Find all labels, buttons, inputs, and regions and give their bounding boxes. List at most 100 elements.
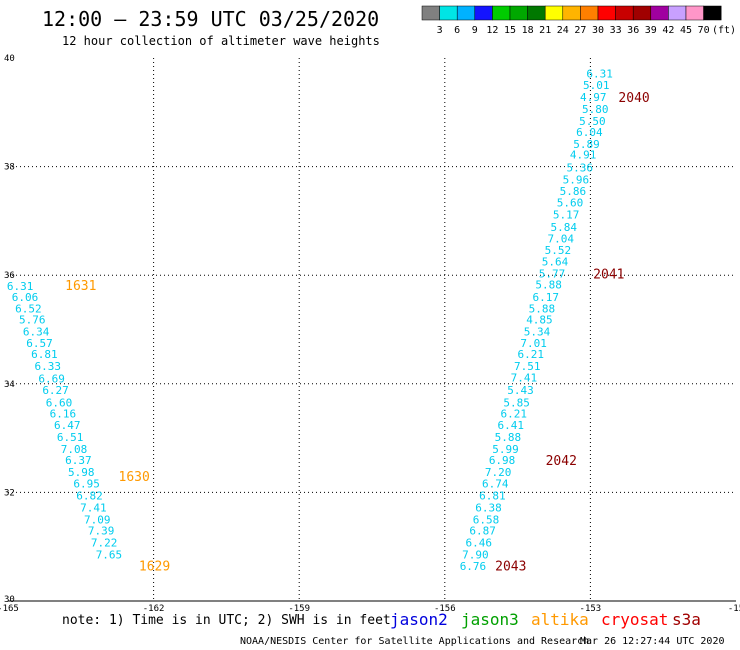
color-swatch-12 xyxy=(632,5,652,21)
wave-height-label: 5.17 xyxy=(553,208,580,221)
color-swatch-14 xyxy=(668,5,687,21)
color-scale-label: 3 xyxy=(437,25,443,36)
wave-height-label: 7.22 xyxy=(91,536,118,549)
wave-height-label: 5.43 xyxy=(507,384,534,397)
wave-height-label: 5.99 xyxy=(492,443,519,456)
color-scale-labels: 3 6 9 12 15 18 21 24 27 30 33 36 39 42 45 70 xyxy=(437,25,710,36)
pass-time-label: 2040 xyxy=(618,91,649,106)
chart-title: 12:00 — 23:59 UTC 03/25/2020 xyxy=(42,7,379,31)
color-scale-bar xyxy=(421,5,722,21)
wave-height-label: 4.97 xyxy=(580,91,607,104)
wave-height-label: 6.16 xyxy=(50,408,77,421)
x-tick-label: -156 xyxy=(434,604,456,614)
wave-height-label: 5.36 xyxy=(566,162,593,175)
wave-height-label: 5.88 xyxy=(535,278,562,291)
wave-height-label: 7.41 xyxy=(511,371,538,384)
wave-height-label: 6.74 xyxy=(482,478,509,491)
color-scale-label: 18 xyxy=(522,25,534,36)
color-swatch-6 xyxy=(527,5,546,21)
legend-jason3: jason3 xyxy=(461,610,519,629)
x-tick-labels: -165 -162 -159 -156 -153 -15 xyxy=(0,604,740,614)
data-labels: 6.316.066.525.766.346.576.816.336.696.27… xyxy=(7,68,613,574)
wave-height-label: 6.82 xyxy=(76,490,103,503)
wave-height-label: 5.64 xyxy=(542,256,569,269)
color-scale-unit: (ft) xyxy=(712,25,736,36)
wave-height-label: 6.57 xyxy=(26,337,53,350)
color-swatch-1 xyxy=(439,5,458,21)
wave-height-label: 7.65 xyxy=(96,548,123,561)
color-swatch-3 xyxy=(474,5,493,21)
color-scale-label: 21 xyxy=(539,25,551,36)
color-scale-label: 9 xyxy=(472,25,478,36)
pass-time-label: 1629 xyxy=(139,560,170,575)
wave-height-label: 6.27 xyxy=(42,384,69,397)
wave-height-label: 7.41 xyxy=(80,502,107,515)
wave-height-label: 4.85 xyxy=(526,314,553,327)
wave-height-label: 6.21 xyxy=(517,348,544,361)
wave-height-label: 5.80 xyxy=(582,103,609,116)
color-swatch-0 xyxy=(421,5,440,21)
color-swatch-2 xyxy=(456,5,476,21)
wave-height-label: 6.52 xyxy=(15,302,42,315)
color-scale-label: 42 xyxy=(662,25,674,36)
wave-height-label: 6.69 xyxy=(38,372,65,385)
y-tick-label: 30 xyxy=(4,595,15,605)
color-swatch-8 xyxy=(562,5,581,21)
wave-height-label: 6.31 xyxy=(7,280,34,293)
color-scale-label: 6 xyxy=(454,25,460,36)
color-scale-label: 15 xyxy=(504,25,516,36)
color-scale-label: 45 xyxy=(680,25,692,36)
legend-s3a: s3a xyxy=(672,610,701,629)
wave-height-label: 5.85 xyxy=(503,396,530,409)
wave-height-label: 5.96 xyxy=(563,174,590,187)
x-tick-label: -159 xyxy=(288,604,310,614)
wave-height-label: 5.52 xyxy=(545,244,572,257)
wave-height-label: 5.84 xyxy=(550,221,577,234)
wave-height-label: 6.47 xyxy=(54,419,81,432)
footer-timestamp: Mar 26 12:27:44 UTC 2020 xyxy=(580,636,725,647)
wave-height-label: 6.81 xyxy=(479,490,506,503)
wave-height-label: 7.90 xyxy=(462,548,489,561)
wave-height-label: 7.01 xyxy=(520,337,547,350)
color-swatch-13 xyxy=(650,5,669,21)
color-scale-label: 39 xyxy=(645,25,657,36)
pass-time-label: 1630 xyxy=(119,470,150,485)
wave-height-label: 6.33 xyxy=(35,360,62,373)
y-tick-label: 36 xyxy=(4,271,15,281)
color-scale-label: 30 xyxy=(592,25,604,36)
wave-height-label: 6.41 xyxy=(498,419,525,432)
pass-time-label: 2042 xyxy=(546,454,577,469)
color-scale-label: 70 xyxy=(698,25,710,36)
footer-note: note: 1) Time is in UTC; 2) SWH is in fe… xyxy=(62,613,391,628)
x-tick-label: -162 xyxy=(143,604,165,614)
wave-height-label: 6.58 xyxy=(473,514,500,527)
x-tick-label: -15 xyxy=(728,604,740,614)
wave-height-label: 6.04 xyxy=(576,126,603,139)
wave-height-label: 6.95 xyxy=(73,478,100,491)
wave-height-label: 6.60 xyxy=(46,396,73,409)
wave-height-label: 6.38 xyxy=(475,502,502,515)
grid-lines xyxy=(8,58,736,601)
color-swatch-7 xyxy=(544,5,564,21)
wave-height-label: 7.51 xyxy=(514,360,541,373)
wave-height-label: 5.50 xyxy=(579,115,606,128)
wave-height-label: 7.20 xyxy=(485,466,512,479)
wave-height-label: 5.01 xyxy=(583,79,610,92)
x-tick-label: -165 xyxy=(0,604,19,614)
pass-time-label: 1631 xyxy=(65,279,96,294)
color-scale-label: 27 xyxy=(574,25,586,36)
legend-jason2: jason2 xyxy=(390,610,448,629)
wave-height-label: 5.77 xyxy=(539,268,566,281)
y-tick-label: 32 xyxy=(4,488,15,498)
wave-height-label: 6.76 xyxy=(460,560,487,573)
wave-height-label: 5.60 xyxy=(557,196,584,209)
wave-height-label: 4.91 xyxy=(570,149,597,162)
wave-height-label: 6.21 xyxy=(500,408,527,421)
wave-height-label: 6.81 xyxy=(31,348,58,361)
wave-height-label: 6.31 xyxy=(586,68,613,81)
y-tick-label: 34 xyxy=(4,380,15,390)
wave-height-label: 7.39 xyxy=(88,524,115,537)
chart-subtitle: 12 hour collection of altimeter wave hei… xyxy=(62,34,380,48)
wave-height-label: 5.88 xyxy=(495,431,522,444)
wave-height-label: 6.17 xyxy=(532,291,559,304)
